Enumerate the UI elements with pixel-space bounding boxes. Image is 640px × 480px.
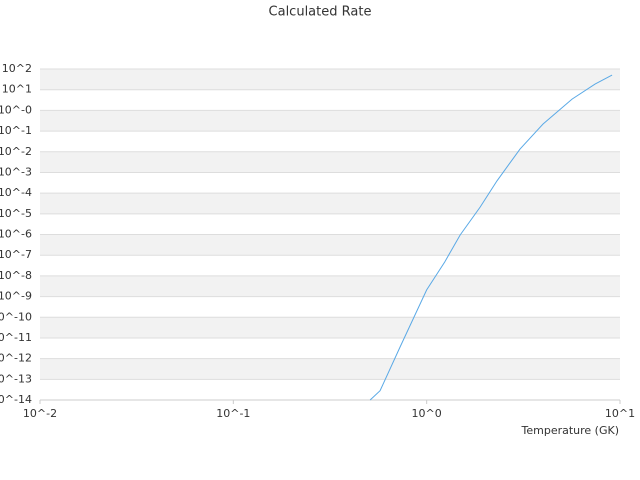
- grid-band: [40, 275, 620, 297]
- chart-title: Calculated Rate: [269, 5, 372, 20]
- y-tick-label: 10^-4: [0, 186, 32, 199]
- grid-band: [40, 151, 620, 173]
- y-tick-label: 10^-11: [0, 331, 32, 344]
- grid-band: [40, 234, 620, 256]
- x-axis-label: Temperature (GK): [521, 424, 620, 437]
- line: [369, 74, 613, 401]
- y-tick-label: 10^-8: [0, 269, 32, 282]
- y-tick-label: 10^-13: [0, 372, 32, 385]
- x-tick-label: 10^-2: [23, 407, 57, 420]
- grid-band: [40, 69, 620, 90]
- y-tick-label: 10^-0: [0, 103, 32, 116]
- y-tick-label: 10^-7: [0, 248, 32, 261]
- y-tick-label: 10^2: [2, 62, 32, 75]
- grid-band: [40, 110, 620, 132]
- grid-band: [40, 193, 620, 214]
- y-tick-label: 10^1: [2, 83, 32, 96]
- grid-band: [40, 317, 620, 338]
- x-tick-label: 10^1: [605, 407, 635, 420]
- y-tick-label: 10^-2: [0, 145, 32, 158]
- y-tick-label: 10^-6: [0, 228, 32, 241]
- y-tick-label: 10^-10: [0, 310, 32, 323]
- y-tick-label: 10^-14: [0, 393, 32, 406]
- y-tick-label: 10^-1: [0, 124, 32, 137]
- y-tick-label: 10^-5: [0, 207, 32, 220]
- x-tick-label: 10^-1: [216, 407, 250, 420]
- y-tick-label: 10^-3: [0, 165, 32, 178]
- bands: [40, 69, 620, 380]
- x-tick-label: 10^0: [412, 407, 442, 420]
- y-tick-label: 10^-12: [0, 352, 32, 365]
- y-tick-label: 10^-9: [0, 290, 32, 303]
- grid-band: [40, 358, 620, 380]
